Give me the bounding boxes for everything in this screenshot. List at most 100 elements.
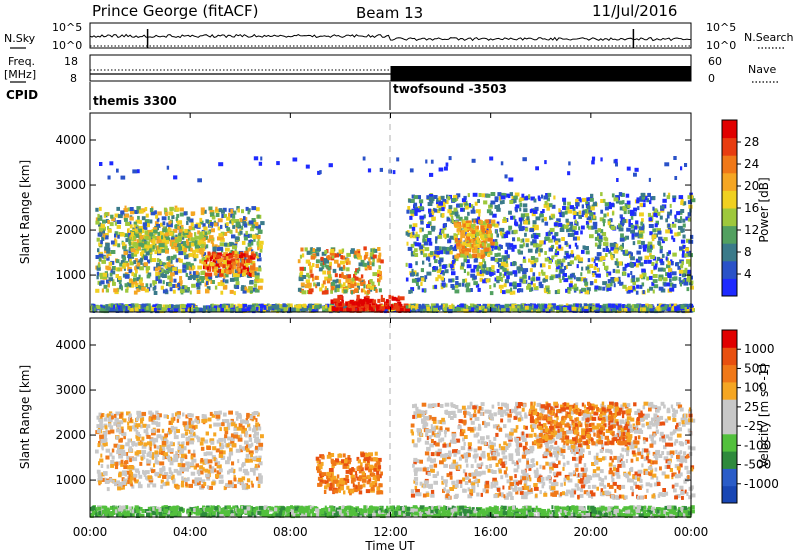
range-cell	[504, 250, 508, 255]
range-cell	[495, 229, 498, 234]
range-cell	[673, 276, 678, 281]
range-cell	[307, 261, 311, 266]
range-cell	[154, 235, 160, 240]
range-cell	[482, 303, 487, 308]
range-cell	[236, 256, 240, 261]
range-cell	[562, 273, 567, 277]
range-cell	[246, 258, 251, 263]
range-cell	[341, 272, 344, 277]
range-cell	[626, 200, 631, 205]
range-cell	[173, 242, 178, 247]
range-cell	[232, 224, 236, 229]
range-cell	[381, 306, 385, 311]
range-cell	[506, 245, 512, 250]
range-cell	[491, 222, 496, 227]
range-cell	[228, 254, 233, 259]
range-cell	[613, 243, 618, 248]
range-cell	[680, 201, 684, 206]
range-cell	[226, 256, 231, 261]
range-cell	[627, 303, 631, 308]
range-cell	[337, 279, 342, 284]
range-cell	[319, 304, 322, 309]
range-cell	[489, 304, 493, 309]
range-cell	[645, 196, 648, 201]
range-cell	[107, 251, 112, 256]
range-cell	[463, 195, 467, 200]
range-cell	[208, 272, 213, 277]
range-cell	[569, 253, 573, 258]
range-cell	[425, 159, 428, 164]
range-cell	[609, 282, 613, 287]
range-cell	[625, 193, 630, 198]
range-cell	[453, 258, 456, 263]
range-cell	[489, 291, 494, 296]
range-cell	[219, 307, 224, 312]
range-cell	[254, 275, 260, 280]
range-cell	[473, 219, 476, 224]
range-cell	[600, 199, 604, 203]
range-cell	[106, 279, 110, 284]
range-cell	[351, 307, 356, 311]
range-cell	[656, 228, 661, 233]
range-cell	[492, 213, 497, 218]
range-cell	[147, 229, 152, 234]
range-cell	[112, 279, 115, 284]
range-cell	[354, 271, 358, 275]
range-cell	[168, 211, 174, 216]
range-cell	[175, 304, 180, 309]
range-cell	[539, 240, 544, 245]
range-cell	[596, 285, 599, 290]
range-cell	[524, 196, 528, 201]
range-cell	[334, 288, 337, 293]
range-cell	[145, 251, 150, 256]
range-cell	[622, 266, 627, 271]
range-cell	[544, 201, 548, 205]
range-cell	[214, 208, 220, 213]
range-cell	[250, 227, 255, 232]
range-cell	[516, 283, 522, 287]
range-cell	[639, 202, 643, 207]
range-cell	[128, 269, 133, 274]
range-cell	[430, 303, 436, 308]
range-cell	[179, 207, 184, 212]
range-cell	[244, 250, 249, 255]
range-cell	[601, 305, 606, 310]
range-cell	[502, 267, 507, 272]
range-cell	[327, 276, 333, 281]
range-cell	[341, 255, 346, 260]
range-cell	[302, 266, 306, 271]
range-cell	[174, 283, 179, 288]
range-cell	[489, 272, 492, 277]
range-cell	[96, 275, 99, 280]
range-cell	[459, 228, 463, 233]
range-cell	[467, 248, 471, 253]
range-cell	[413, 210, 418, 215]
range-cell	[276, 161, 280, 166]
range-cell	[185, 265, 189, 270]
range-cell	[521, 279, 526, 284]
range-cell	[627, 210, 630, 214]
range-cell	[487, 233, 491, 238]
range-cell	[218, 246, 224, 251]
range-cell	[535, 166, 539, 171]
range-cell	[598, 235, 603, 240]
range-cell	[415, 231, 418, 236]
range-cell	[356, 253, 361, 258]
range-cell	[125, 288, 129, 293]
range-cell	[99, 307, 104, 312]
range-cell	[613, 197, 619, 202]
range-cell	[619, 206, 623, 211]
range-cell	[529, 209, 532, 214]
range-cell	[688, 262, 691, 267]
range-cell	[126, 262, 130, 267]
range-cell	[530, 241, 535, 246]
range-cell	[187, 276, 192, 280]
range-cell	[256, 254, 260, 259]
range-cell	[581, 225, 585, 230]
range-cell	[672, 195, 677, 200]
range-cell	[655, 260, 658, 265]
range-cell	[249, 259, 253, 263]
range-cell	[211, 215, 216, 220]
range-cell	[260, 156, 263, 161]
date-title: 11/Jul/2016	[592, 2, 677, 20]
